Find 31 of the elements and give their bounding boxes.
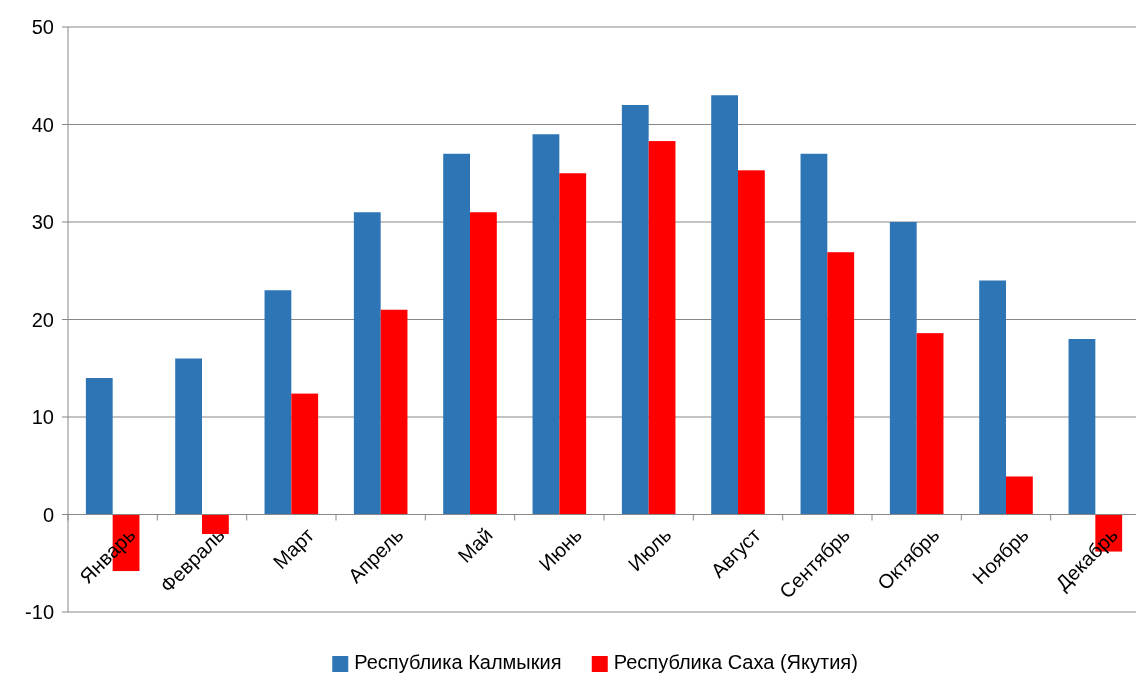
legend-label: Республика Саха (Якутия) [613, 651, 858, 673]
y-tick-label: -10 [25, 601, 54, 623]
bar [648, 141, 676, 515]
legend-label: Республика Калмыкия [354, 651, 562, 673]
y-tick-label: 0 [42, 503, 54, 526]
bar [827, 252, 855, 515]
y-tick-label: 20 [31, 308, 54, 331]
bar [559, 173, 587, 515]
bar [291, 393, 319, 515]
bar [621, 105, 649, 515]
bar [380, 309, 408, 515]
bar [202, 514, 229, 534]
bar [264, 290, 292, 515]
bar [1068, 339, 1096, 515]
bar [738, 170, 765, 515]
bar [443, 153, 470, 515]
y-tick-label: 30 [31, 211, 54, 233]
bar [1006, 476, 1033, 515]
bar [979, 280, 1006, 515]
bar [353, 212, 381, 515]
bar [470, 212, 497, 515]
bar [916, 333, 944, 515]
y-tick-label: 50 [31, 16, 54, 38]
y-tick-label: 40 [31, 113, 54, 136]
bar [711, 95, 738, 515]
bar [175, 358, 202, 515]
bar [889, 222, 917, 515]
bar [85, 378, 113, 515]
bar [800, 153, 828, 515]
bar [532, 134, 560, 515]
y-tick-label: 10 [31, 406, 54, 428]
